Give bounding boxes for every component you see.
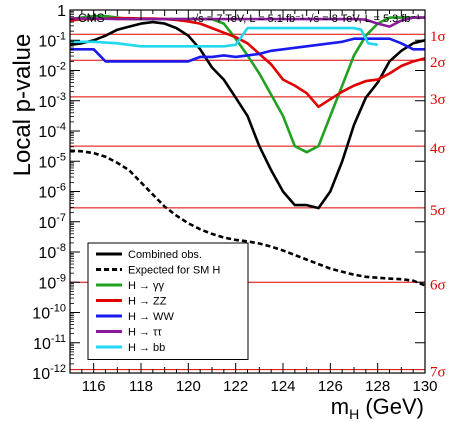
x-tick-label: 116	[82, 378, 106, 395]
y-tick-exponent: -4	[56, 121, 66, 133]
y-tick-base: 10	[38, 215, 56, 232]
y-tick-exponent: -6	[56, 182, 66, 194]
x-tick-label: 130	[412, 378, 437, 395]
legend-label-2: Expected for SM H	[128, 265, 220, 277]
header-left: CMS	[78, 11, 105, 25]
x-tick-label: 122	[223, 378, 248, 395]
y-tick-exponent: -10	[50, 303, 66, 315]
y-tick-base: 1	[57, 3, 66, 20]
legend-label-1: Combined obs.	[128, 249, 202, 261]
y-tick-label: 10-9	[38, 272, 66, 292]
y-tick-exponent: -7	[56, 212, 66, 224]
x-tick-label: 126	[318, 378, 343, 395]
y-tick-base: 10	[32, 366, 50, 383]
y-tick-label: 10-6	[38, 182, 66, 202]
sigma-label-2: 2σ	[430, 55, 446, 71]
y-tick-base: 10	[38, 64, 56, 81]
legend-label-7: H → bb	[128, 342, 165, 354]
y-tick-base: 10	[38, 154, 56, 171]
y-tick-base: 10	[38, 94, 56, 111]
y-tick-label: 10-1	[38, 30, 66, 50]
x-tick-label: 128	[365, 378, 390, 395]
y-axis-label: Local p-value	[9, 34, 36, 177]
series-line-3	[70, 14, 425, 154]
x-tick-label: 118	[129, 378, 153, 395]
series-line-7	[70, 26, 378, 48]
y-tick-exponent: -1	[56, 30, 66, 42]
legend-label-5: H → WW	[128, 311, 174, 323]
legend-label-6: H → ττ	[128, 327, 162, 339]
y-tick-exponent: -9	[56, 272, 66, 284]
sigma-label-1: 1σ	[430, 29, 446, 45]
x-tick-label: 120	[176, 378, 201, 395]
series-line-1	[70, 20, 425, 210]
x-axis-label: mH (GeV)	[331, 394, 424, 422]
header-right: √s = 7 TeV, L = 5.1 fb⁻¹ √s = 8 TeV, L =…	[192, 13, 420, 25]
y-tick-exponent: -8	[56, 242, 66, 254]
y-tick-label: 10-4	[38, 121, 66, 141]
y-tick-label: 10-5	[38, 151, 66, 171]
y-tick-exponent: -5	[56, 151, 66, 163]
y-tick-exponent: -3	[56, 91, 66, 103]
y-tick-base: 10	[38, 124, 56, 141]
series-line-2	[70, 149, 425, 287]
sigma-label-7: 7σ	[430, 365, 446, 381]
x-axis-label-unit: (GeV)	[359, 394, 424, 419]
y-tick-label: 10-3	[38, 91, 66, 111]
y-tick-label: 10-8	[38, 242, 66, 262]
y-tick-label: 10-12	[32, 363, 66, 383]
x-tick-label: 124	[270, 378, 295, 395]
y-tick-label: 10-2	[38, 61, 66, 81]
y-tick-base: 10	[38, 275, 56, 292]
y-tick-label: 10-11	[33, 333, 66, 353]
sigma-label-6: 6σ	[430, 277, 446, 293]
x-axis-label-sub: H	[349, 406, 359, 422]
y-tick-exponent: -12	[50, 363, 66, 375]
y-tick-exponent: -2	[56, 61, 66, 73]
legend-label-3: H → γγ	[128, 280, 165, 292]
y-tick-label: 1	[57, 3, 66, 20]
y-tick-base: 10	[32, 306, 50, 323]
y-tick-exponent: -11	[51, 333, 66, 345]
legend-label-4: H → ZZ	[128, 296, 167, 308]
x-axis-label-main: m	[331, 394, 349, 419]
y-tick-base: 10	[38, 185, 56, 202]
sigma-label-4: 4σ	[430, 141, 446, 157]
y-tick-label: 10-7	[38, 212, 66, 232]
sigma-label-3: 3σ	[430, 92, 446, 108]
y-tick-base: 10	[33, 336, 51, 353]
sigma-label-5: 5σ	[430, 203, 446, 219]
y-tick-base: 10	[38, 33, 56, 50]
y-tick-label: 10-10	[32, 303, 66, 323]
y-tick-base: 10	[38, 245, 56, 262]
